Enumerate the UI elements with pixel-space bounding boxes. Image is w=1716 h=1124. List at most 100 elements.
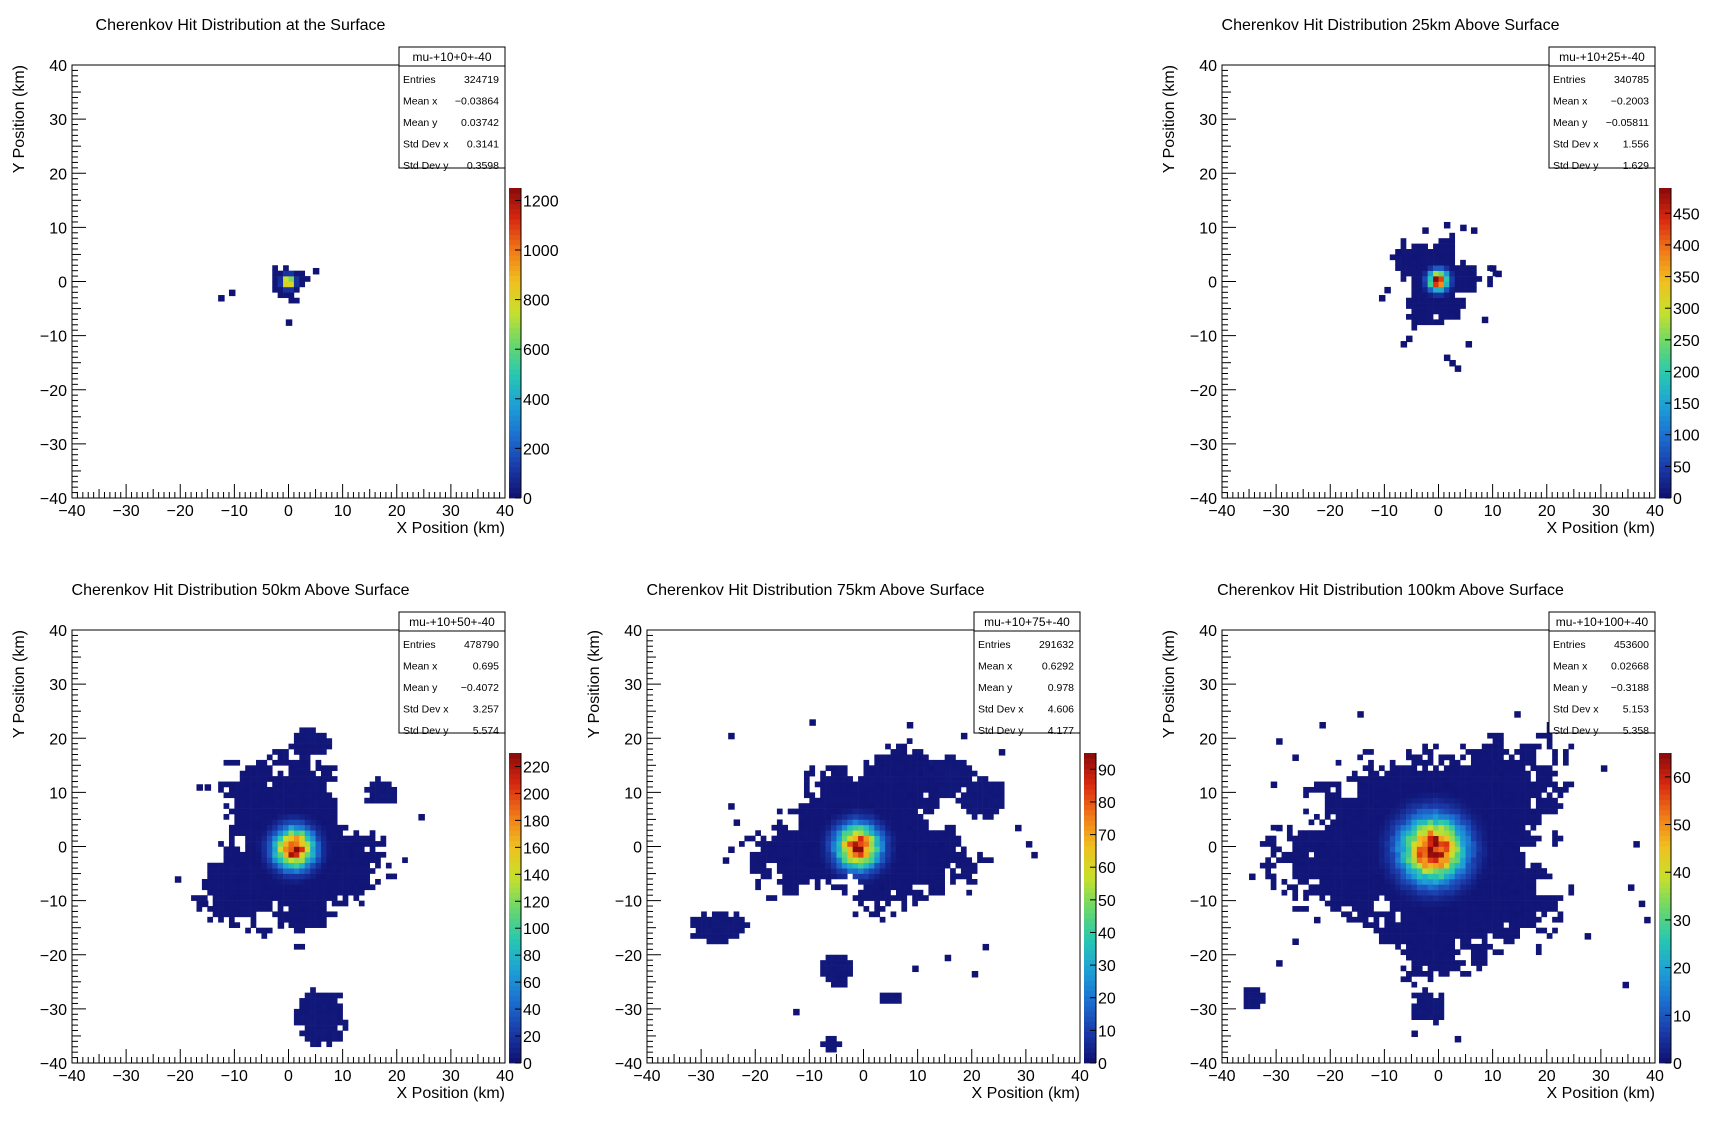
heatmap-cell: [277, 776, 284, 782]
heatmap-cell: [993, 792, 1000, 799]
heatmap-cell: [1297, 841, 1304, 847]
color-bar-segment: [509, 758, 521, 764]
heatmap-cell: [1330, 830, 1336, 836]
heatmap-cell: [299, 830, 306, 836]
heatmap-cell: [766, 873, 772, 880]
heatmap-cell: [1481, 906, 1488, 912]
heatmap-cell: [299, 1014, 306, 1020]
heatmap-cell: [1389, 824, 1396, 831]
heatmap-cell: [1449, 803, 1456, 809]
heatmap-cell: [928, 781, 935, 788]
heatmap-cell: [1319, 841, 1326, 847]
heatmap-cell: [277, 851, 284, 858]
heatmap-cell: [1535, 808, 1542, 815]
heatmap-cell: [1530, 878, 1537, 885]
heatmap-cell: [1546, 803, 1553, 809]
heatmap-cell: [814, 846, 821, 853]
heatmap-cell: [228, 900, 235, 907]
heatmap-cell: [1514, 868, 1520, 874]
color-bar-segment: [1084, 1052, 1096, 1059]
heatmap-cell: [923, 765, 929, 772]
heatmap-cell: [1552, 749, 1558, 755]
heatmap-cell: [342, 1019, 349, 1026]
heatmap-cell: [803, 792, 810, 799]
heatmap-cell: [1454, 916, 1461, 923]
heatmap-cell: [1373, 911, 1380, 918]
heatmap-cell: [809, 719, 816, 726]
heatmap-cell: [358, 900, 365, 907]
heatmap-cell: [847, 786, 853, 793]
heatmap-cell: [1373, 862, 1380, 869]
heatmap-cell: [293, 270, 300, 277]
heatmap-cell: [1416, 270, 1423, 277]
heatmap-cell: [1395, 862, 1401, 869]
heatmap-cell: [315, 884, 322, 891]
heatmap-cell: [836, 792, 843, 799]
heatmap-cell: [1449, 841, 1456, 847]
heatmap-cell: [1411, 281, 1418, 288]
heatmap-cell: [1406, 765, 1412, 772]
heatmap-cell: [1335, 830, 1342, 836]
heatmap-cell: [1460, 797, 1466, 804]
heatmap-cell: [250, 862, 257, 869]
heatmap-cell: [1330, 841, 1336, 847]
heatmap-cell: [369, 868, 376, 874]
heatmap-cell: [1438, 862, 1445, 869]
heatmap-cell: [1481, 765, 1488, 772]
color-bar-segment: [1659, 1052, 1671, 1059]
heatmap-cell: [304, 732, 311, 739]
heatmap-cell: [1395, 781, 1401, 788]
heatmap-cell: [250, 814, 257, 820]
heatmap-cell: [1541, 873, 1548, 880]
heatmap-cell: [820, 960, 826, 966]
heatmap-cell: [223, 851, 230, 858]
heatmap-cell: [1508, 803, 1515, 809]
heatmap-cell: [1330, 889, 1336, 896]
heatmap-cell: [1557, 803, 1564, 809]
color-bar-segment: [509, 281, 521, 287]
heatmap-cell: [1470, 841, 1477, 847]
heatmap-cell: [337, 900, 343, 907]
heatmap-cell: [1514, 862, 1520, 869]
heatmap-cell: [266, 770, 273, 777]
heatmap-cell: [1406, 911, 1412, 918]
heatmap-cell: [1525, 781, 1531, 788]
heatmap-cell: [923, 770, 929, 777]
heatmap-cell: [1335, 803, 1342, 809]
heatmap-cell: [288, 776, 295, 782]
heatmap-cell: [803, 781, 810, 788]
heatmap-cell: [1535, 927, 1542, 934]
heatmap-cell: [283, 808, 289, 815]
heatmap-cell: [245, 781, 251, 788]
heatmap-cell: [256, 841, 262, 847]
heatmap-cell: [234, 797, 241, 804]
color-bar-segment: [509, 317, 521, 323]
heatmap-cell: [272, 276, 278, 282]
heatmap-cell: [261, 862, 268, 869]
heatmap-cell: [1427, 927, 1434, 934]
heatmap-cell: [212, 868, 219, 874]
color-bar-segment: [509, 902, 521, 909]
heatmap-cell: [1384, 878, 1391, 885]
heatmap-cell: [207, 884, 214, 891]
heatmap-cell: [315, 732, 322, 739]
heatmap-cell: [825, 792, 832, 799]
heatmap-cell: [256, 819, 262, 826]
heatmap-cell: [1406, 900, 1412, 907]
heatmap-cell: [315, 797, 322, 804]
heatmap-cell: [299, 776, 306, 782]
heatmap-cell: [1314, 857, 1320, 864]
heatmap-cell: [933, 878, 940, 885]
heatmap-cell: [798, 808, 805, 815]
heatmap-cell: [1395, 830, 1401, 836]
heatmap-cell: [863, 770, 870, 777]
heatmap-cell: [895, 792, 902, 799]
heatmap-cell: [277, 786, 284, 793]
heatmap-cell: [1411, 1014, 1418, 1020]
heatmap-cell: [1530, 889, 1537, 896]
heatmap-cell: [1411, 786, 1418, 793]
color-bar-segment: [509, 975, 521, 981]
stats-box-frame: [398, 46, 506, 169]
heatmap-cell: [1514, 765, 1520, 772]
heatmap-cell: [1438, 759, 1445, 766]
